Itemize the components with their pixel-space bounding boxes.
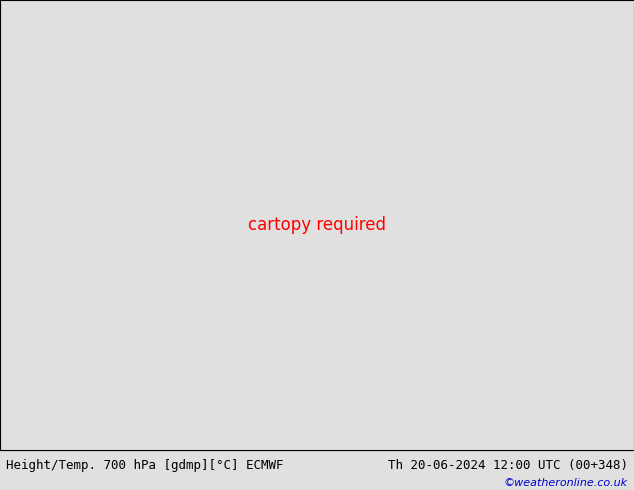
Text: cartopy required: cartopy required	[248, 216, 386, 234]
Text: ©weatheronline.co.uk: ©weatheronline.co.uk	[503, 478, 628, 488]
Text: Th 20-06-2024 12:00 UTC (00+348): Th 20-06-2024 12:00 UTC (00+348)	[387, 459, 628, 471]
Text: Height/Temp. 700 hPa [gdmp][°C] ECMWF: Height/Temp. 700 hPa [gdmp][°C] ECMWF	[6, 459, 284, 471]
